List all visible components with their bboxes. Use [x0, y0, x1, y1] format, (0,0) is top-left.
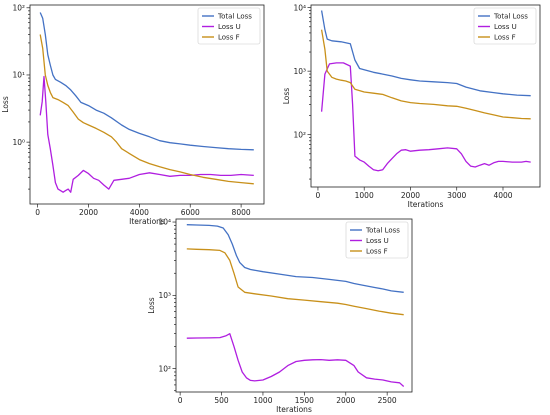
- legend-label: Loss U: [366, 237, 389, 245]
- x-tick-label: 2000: [401, 191, 420, 200]
- y-tick-label: 10⁴: [158, 218, 171, 227]
- y-axis-label: Loss: [1, 96, 10, 113]
- series-line-1: [39, 12, 254, 151]
- series-line-2: [39, 75, 254, 193]
- legend-label: Loss F: [366, 248, 388, 256]
- chart-panel-3: 10² 10³ 10⁴ 0 500 1000 1500 2000 2500 Iterations L…: [147, 218, 413, 414]
- legend: [197, 7, 261, 45]
- y-tick-label: 10⁴: [293, 3, 306, 12]
- legend-label: Total Loss: [365, 227, 400, 235]
- y-tick-label: 10²: [293, 130, 306, 139]
- x-tick-label: 0: [178, 396, 183, 405]
- chart-panel-1: 10⁰ 10¹ 10² 0 2000 4000 6000 8000 Iterations Loss…: [1, 3, 265, 226]
- x-tick-label: 2000: [79, 208, 98, 217]
- x-tick-label: 4000: [493, 191, 512, 200]
- x-tick-label: 1000: [355, 191, 374, 200]
- series-line-1: [186, 224, 404, 293]
- series-line-2: [320, 62, 531, 172]
- x-tick-label: 1000: [253, 396, 272, 405]
- y-tick-label: 10¹: [12, 71, 25, 80]
- series-line-3: [39, 34, 254, 185]
- plot-frame: [29, 4, 265, 205]
- y-tick-label: 10⁰: [12, 138, 25, 147]
- legend-label: Loss F: [218, 34, 240, 42]
- series-line-3: [186, 248, 404, 316]
- x-axis-label: Iterations: [276, 405, 312, 414]
- y-tick-label: 10²: [158, 364, 171, 373]
- x-tick-label: 1500: [295, 396, 314, 405]
- x-tick-label: 0: [316, 191, 321, 200]
- legend: [473, 7, 537, 45]
- x-tick-label: 6000: [181, 208, 200, 217]
- legend-label: Loss F: [494, 34, 516, 42]
- x-axis-label: Iterations: [408, 200, 444, 209]
- y-tick-label: 10²: [12, 3, 25, 12]
- series-line-1: [320, 10, 531, 97]
- legend-label: Loss U: [218, 23, 241, 31]
- x-tick-label: 500: [214, 396, 229, 405]
- y-axis-label: Loss: [147, 297, 156, 314]
- y-tick-label: 10³: [158, 291, 171, 300]
- legend-label: Total Loss: [217, 13, 252, 21]
- chart-panel-2: 10² 10³ 10⁴ 0 1000 2000 3000 4000 Iterations Loss…: [282, 3, 541, 209]
- x-tick-label: 8000: [232, 208, 251, 217]
- x-tick-label: 3000: [447, 191, 466, 200]
- series-line-2: [186, 333, 405, 387]
- y-tick-label: 10³: [293, 67, 306, 76]
- y-axis-label: Loss: [282, 88, 291, 105]
- plot-frame: [310, 4, 541, 188]
- legend: [345, 221, 409, 259]
- x-tick-label: 2000: [336, 396, 355, 405]
- legend-label: Total Loss: [493, 13, 528, 21]
- legend-label: Loss U: [494, 23, 517, 31]
- x-tick-label: 4000: [130, 208, 149, 217]
- x-tick-label: 0: [35, 208, 40, 217]
- x-axis-label: Iterations: [129, 217, 165, 226]
- plot-frame: [175, 218, 413, 393]
- x-tick-label: 2500: [378, 396, 397, 405]
- series-line-3: [320, 29, 531, 120]
